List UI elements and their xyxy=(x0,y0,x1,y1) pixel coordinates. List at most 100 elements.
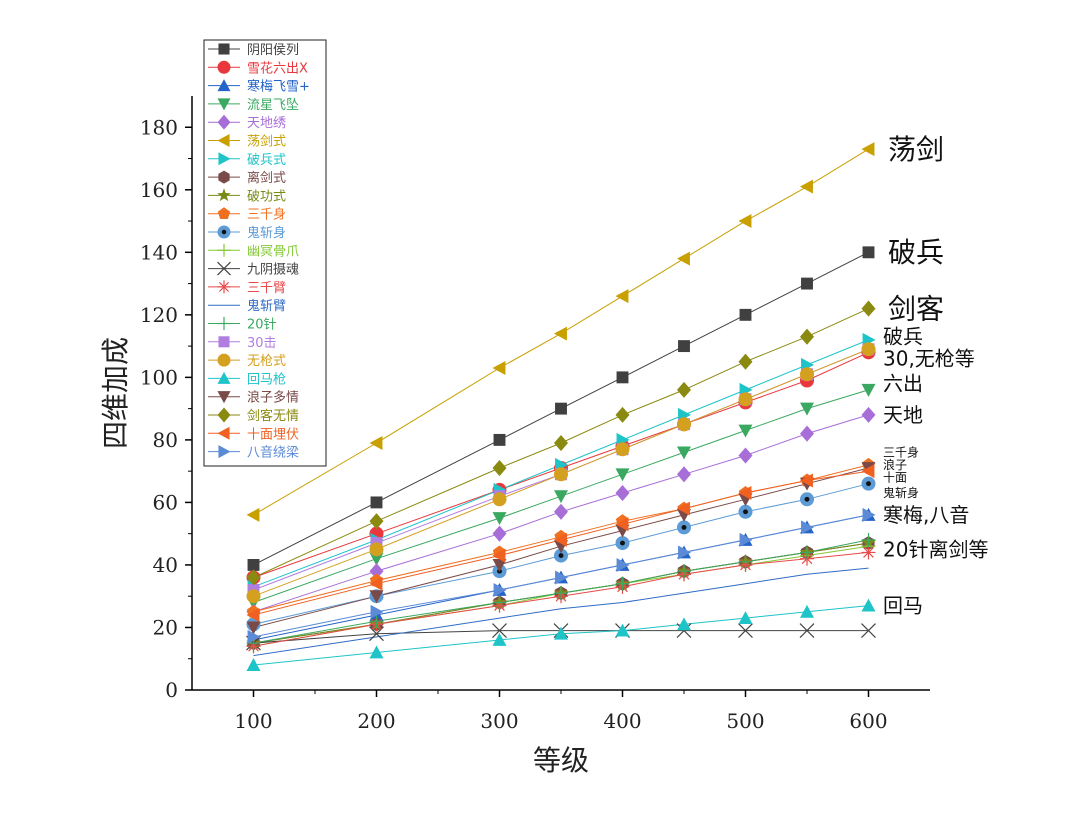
legend-label: 剑客无情 xyxy=(247,408,299,424)
legend-label: 八音绕梁 xyxy=(247,445,299,461)
data-point xyxy=(678,340,690,353)
data-point xyxy=(369,552,384,566)
legend-label: 离剑式 xyxy=(247,170,286,186)
data-point xyxy=(861,342,876,357)
legend-label: 三千臂 xyxy=(247,281,286,296)
legend-label: 天地绣 xyxy=(247,116,286,131)
data-point xyxy=(677,446,691,460)
annotation-label: 鬼斩身 xyxy=(883,485,919,500)
data-point xyxy=(615,536,630,551)
legend-marker xyxy=(218,43,230,55)
annotation-label: 20针离剑等 xyxy=(883,537,988,561)
legend-marker xyxy=(217,98,231,111)
x-tick-label: 500 xyxy=(726,709,764,733)
data-point xyxy=(492,632,507,646)
data-point xyxy=(677,381,691,398)
data-point xyxy=(616,557,630,572)
annotation-label: 天地 xyxy=(883,403,923,427)
data-point xyxy=(677,251,690,266)
data-point xyxy=(615,576,630,591)
data-point xyxy=(554,548,568,563)
data-point xyxy=(492,360,506,375)
data-point xyxy=(738,424,753,438)
data-point xyxy=(676,623,692,639)
legend-label: 鬼斩臂 xyxy=(247,298,286,314)
legend-label: 无枪式 xyxy=(247,353,286,369)
data-point xyxy=(369,513,384,530)
x-tick-label: 400 xyxy=(603,709,641,733)
y-tick-label: 80 xyxy=(153,428,178,452)
legend-label: 雪花六出X xyxy=(247,60,308,76)
series-line-15 xyxy=(253,567,869,657)
data-point xyxy=(492,512,507,526)
annotation-label: 六出 xyxy=(883,372,923,396)
data-point xyxy=(861,464,875,479)
legend-label: 三千身 xyxy=(247,207,286,223)
legend-marker xyxy=(218,152,231,166)
data-point xyxy=(738,611,753,625)
data-point xyxy=(369,576,383,591)
data-point xyxy=(615,468,630,482)
legend-marker xyxy=(217,371,231,384)
legend-label: 回马枪 xyxy=(247,371,286,387)
legend-marker xyxy=(217,207,231,219)
data-point xyxy=(738,392,753,407)
y-tick-label: 20 xyxy=(153,615,178,639)
data-point xyxy=(492,492,507,507)
x-tick-label: 100 xyxy=(234,709,272,733)
data-point xyxy=(861,476,876,491)
data-point xyxy=(246,507,260,522)
data-point xyxy=(861,406,876,423)
data-point xyxy=(615,406,630,423)
data-point xyxy=(677,520,691,535)
legend-marker xyxy=(218,170,230,184)
data-point xyxy=(554,503,568,520)
y-tick-label: 100 xyxy=(140,365,178,389)
data-point xyxy=(554,626,568,640)
y-axis-title: 四维加成 xyxy=(99,337,132,449)
data-point xyxy=(677,564,691,579)
annotation-label: 破兵 xyxy=(883,325,923,349)
legend-label: 幽冥骨爪 xyxy=(247,244,299,259)
data-point xyxy=(800,425,814,442)
data-point xyxy=(554,326,567,341)
legend-marker xyxy=(218,445,231,459)
ticks: 0 20 40 60 80 100 120 140 160 180 100 200 300 400 500 6… xyxy=(140,115,888,733)
data-point xyxy=(862,507,876,522)
data-point xyxy=(554,532,567,547)
data-point xyxy=(370,496,383,509)
data-point xyxy=(555,402,567,415)
data-point xyxy=(246,621,261,635)
annotation-label: 剑客 xyxy=(888,292,944,325)
data-point xyxy=(554,434,568,452)
legend-marker xyxy=(217,353,231,367)
legend-marker xyxy=(217,79,231,92)
legend-label: 鬼斩身 xyxy=(247,225,286,241)
data-point xyxy=(554,586,568,601)
x-tick-label: 600 xyxy=(849,709,887,733)
data-point xyxy=(799,623,815,639)
legend-label: 阴阳侯列 xyxy=(247,43,299,58)
y-tick-label: 60 xyxy=(153,490,178,514)
data-point xyxy=(862,246,875,259)
data-point xyxy=(369,563,384,580)
data-point xyxy=(738,623,753,639)
data-point xyxy=(738,486,752,501)
data-point xyxy=(739,532,753,547)
data-point xyxy=(861,300,876,317)
series-markers xyxy=(246,142,876,671)
data-point xyxy=(492,525,507,542)
legend-marker xyxy=(217,391,231,404)
data-point xyxy=(800,604,814,618)
data-point xyxy=(801,277,813,290)
legend-label: 荡剑式 xyxy=(247,134,286,150)
data-point xyxy=(493,582,507,597)
data-point xyxy=(246,569,261,586)
data-point xyxy=(801,520,814,535)
legend-label: 20针 xyxy=(247,318,277,333)
data-point xyxy=(861,532,876,547)
data-point xyxy=(369,436,383,451)
data-point xyxy=(246,657,261,671)
data-point xyxy=(738,214,752,229)
